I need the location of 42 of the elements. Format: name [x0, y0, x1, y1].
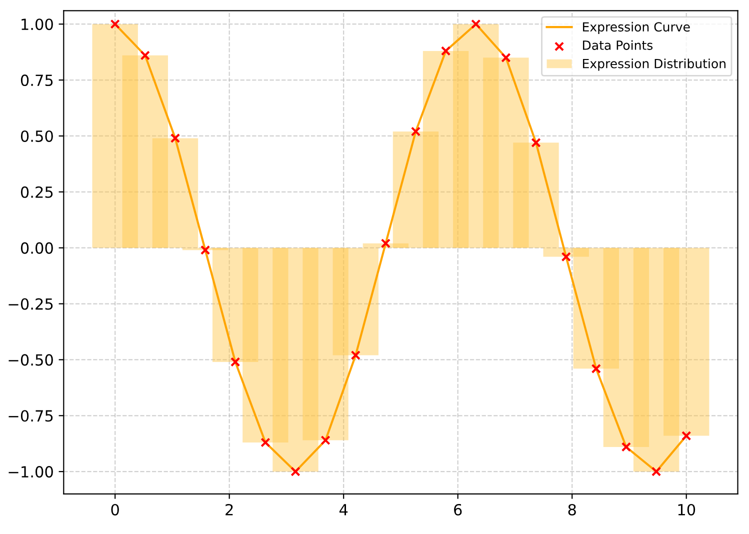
legend-label: Data Points: [583, 40, 653, 50]
point: [531, 138, 541, 148]
point: [110, 19, 120, 29]
x-tick-label: 2: [226, 504, 233, 516]
x-tick-label: 8: [568, 504, 576, 516]
bar: [664, 248, 710, 436]
bar: [513, 142, 559, 248]
x-tick-label: 10: [678, 504, 696, 516]
legend-label: Expression Distribution: [583, 58, 726, 71]
y-tick-label: −0.25: [8, 298, 53, 310]
point: [230, 357, 240, 367]
point: [320, 435, 330, 446]
x-tick-label: 6: [454, 504, 462, 516]
point: [621, 442, 632, 452]
y-tick-label: 0.50: [20, 130, 53, 142]
point: [350, 350, 360, 360]
point: [260, 438, 270, 448]
point: [682, 430, 692, 441]
bar: [332, 248, 378, 356]
point: [591, 364, 601, 374]
point: [410, 126, 421, 136]
legend-label: Expression Curve: [583, 22, 690, 34]
y-tick-label: −1.00: [8, 466, 53, 478]
x-tick-label: 4: [339, 504, 348, 516]
point: [140, 50, 150, 60]
y-tick-label: −0.50: [8, 354, 53, 366]
point: [380, 238, 391, 248]
y-tick-label: 0.25: [20, 186, 53, 198]
y-tick-label: 0.00: [20, 242, 53, 254]
y-tick-label: 1.00: [22, 18, 53, 30]
y-tick-label: −0.75: [8, 410, 53, 422]
point: [200, 245, 210, 255]
point: [440, 46, 451, 56]
point: [501, 52, 511, 63]
point: [471, 19, 481, 29]
bar: [152, 138, 198, 248]
point: [290, 466, 300, 476]
y-tick-label: 0.75: [20, 74, 53, 86]
point: [170, 133, 180, 144]
point: [651, 466, 662, 476]
x-tick-label: 0: [111, 504, 119, 516]
point: [561, 252, 571, 262]
